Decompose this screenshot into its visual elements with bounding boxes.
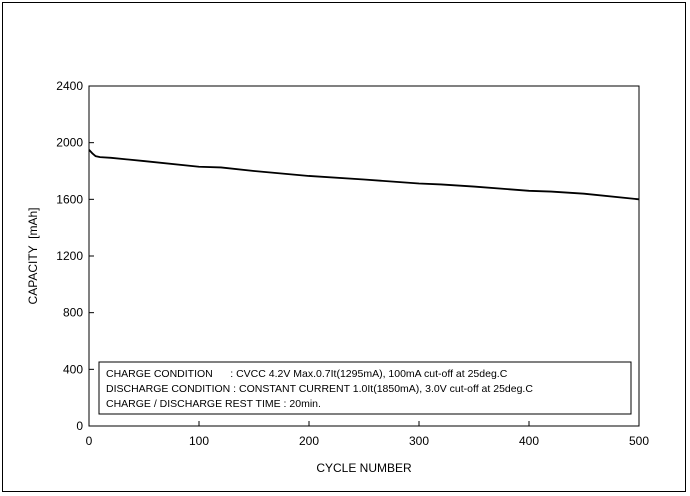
y-tick-label: 0 bbox=[76, 419, 83, 433]
capacity-line bbox=[88, 149, 640, 201]
y-tick-label: 800 bbox=[63, 306, 83, 320]
y-tick-label: 1600 bbox=[56, 192, 83, 206]
x-tick-label: 100 bbox=[189, 434, 209, 448]
conditions-box bbox=[98, 361, 632, 415]
rest-time-note: CHARGE / DISCHARGE REST TIME : 20min. bbox=[106, 398, 321, 410]
x-axis-ticks: 0 100 200 300 400 500 bbox=[86, 421, 649, 448]
x-tick-label: 0 bbox=[86, 434, 93, 448]
discharge-condition-note: DISCHARGE CONDITION : CONSTANT CURRENT 1… bbox=[106, 383, 533, 395]
y-tick-label: 1200 bbox=[56, 249, 83, 263]
x-tick-label: 300 bbox=[409, 434, 429, 448]
y-tick-label: 2400 bbox=[56, 79, 83, 93]
y-tick-label: 2000 bbox=[56, 136, 83, 150]
x-tick-label: 400 bbox=[519, 434, 539, 448]
x-tick-label: 200 bbox=[299, 434, 319, 448]
x-tick-label: 500 bbox=[629, 434, 649, 448]
y-tick-label: 400 bbox=[63, 362, 83, 376]
y-axis-ticks: 0 400 800 1200 1600 2000 2400 bbox=[56, 79, 94, 433]
charge-condition-note: CHARGE CONDITION : CVCC 4.2V Max.0.7It(1… bbox=[106, 368, 508, 380]
y-axis-title: CAPACITY [mAh] bbox=[26, 208, 40, 305]
x-axis-title: CYCLE NUMBER bbox=[316, 461, 412, 475]
